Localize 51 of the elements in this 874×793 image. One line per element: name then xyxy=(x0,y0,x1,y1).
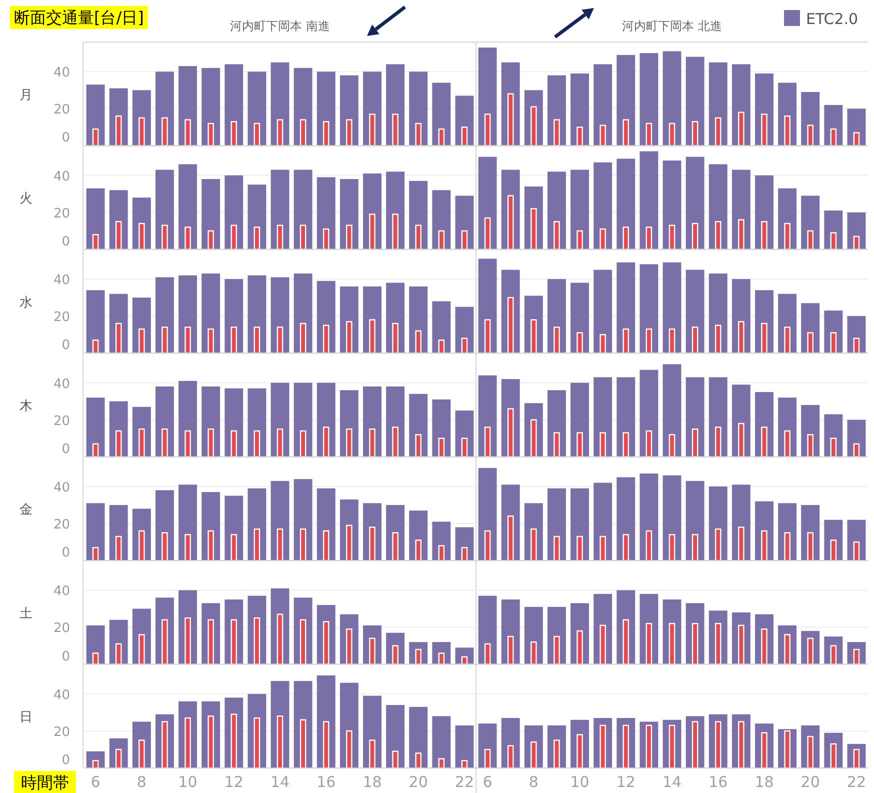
x-tick-label: 12 xyxy=(224,773,244,791)
y-tick-label: 20 xyxy=(53,206,70,222)
x-tick-label: 6 xyxy=(90,773,100,791)
x-tick-label: 8 xyxy=(136,773,146,791)
y-tick-label: 20 xyxy=(53,621,70,636)
x-tick-label: 22 xyxy=(454,773,474,791)
x-tick-label: 16 xyxy=(708,773,728,791)
y-tick-label: 40 xyxy=(53,273,70,288)
y-tick-label: 40 xyxy=(53,584,70,600)
y-tick-label: 0 xyxy=(62,546,70,561)
x-tick-label: 6 xyxy=(482,773,492,791)
y-tick-label: 40 xyxy=(53,480,70,496)
x-tick-label: 10 xyxy=(178,773,198,791)
y-tick-label: 40 xyxy=(53,688,70,703)
y-tick-label: 40 xyxy=(53,169,70,184)
x-tick-label: 14 xyxy=(270,773,290,791)
y-tick-label: 0 xyxy=(62,442,70,457)
y-axis-title: 日 xyxy=(20,710,32,726)
y-tick-label: 20 xyxy=(53,724,70,740)
x-tick-label: 10 xyxy=(570,773,590,791)
y-tick-label: 0 xyxy=(62,234,70,250)
y-axis-title: 土 xyxy=(20,606,32,622)
y-axis-title: 水 xyxy=(20,295,32,310)
x-tick-label: 12 xyxy=(616,773,636,791)
x-tick-label: 22 xyxy=(846,773,866,791)
x-tick-label: 14 xyxy=(662,773,682,791)
y-tick-label: 0 xyxy=(62,130,70,146)
y-tick-label: 20 xyxy=(53,518,70,533)
x-tick-label: 16 xyxy=(316,773,336,791)
x-tick-label: 20 xyxy=(408,773,428,791)
y-axis-title: 月 xyxy=(20,88,32,103)
y-tick-label: 0 xyxy=(62,338,70,354)
y-axis-title: 金 xyxy=(20,502,32,518)
x-axis-title: 時間帯 xyxy=(21,773,69,792)
y-axis-title: 火 xyxy=(20,192,32,207)
x-tick-label: 20 xyxy=(800,773,820,791)
y-tick-label: 20 xyxy=(53,414,70,429)
x-tick-label: 18 xyxy=(362,773,382,791)
y-tick-label: 0 xyxy=(62,649,70,664)
legend-label: ETC2.0 xyxy=(806,10,858,28)
y-tick-label: 40 xyxy=(53,376,70,392)
y-tick-label: 20 xyxy=(53,310,70,326)
y-tick-label: 0 xyxy=(62,753,70,768)
x-tick-label: 8 xyxy=(528,773,538,791)
y-tick-label: 40 xyxy=(53,66,70,81)
x-tick-label: 18 xyxy=(754,773,774,791)
text: 断面交通量[台/日] xyxy=(14,8,144,27)
text: 河内町下岡本 北進 xyxy=(622,19,722,33)
y-axis-title: 木 xyxy=(20,399,32,414)
text: 河内町下岡本 南進 xyxy=(230,19,330,33)
y-tick-label: 20 xyxy=(53,102,70,118)
